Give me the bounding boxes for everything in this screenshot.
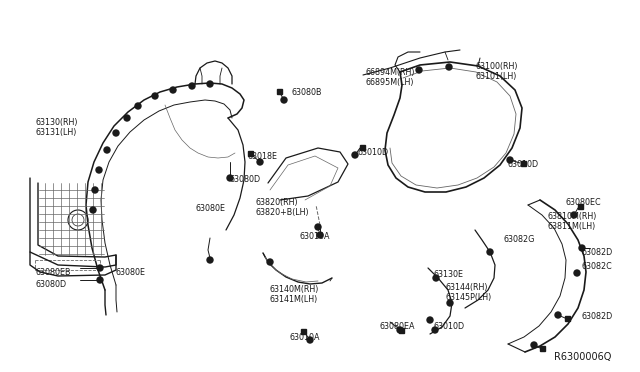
Bar bbox=[564, 315, 570, 321]
Text: 63080EB: 63080EB bbox=[35, 268, 70, 277]
Circle shape bbox=[97, 277, 103, 283]
Text: 63130(RH): 63130(RH) bbox=[35, 118, 77, 127]
Text: 63144(RH): 63144(RH) bbox=[446, 283, 488, 292]
Bar bbox=[540, 346, 545, 350]
Circle shape bbox=[352, 152, 358, 158]
Circle shape bbox=[416, 67, 422, 73]
Text: 63082G: 63082G bbox=[503, 235, 534, 244]
Circle shape bbox=[207, 81, 213, 87]
Text: 63820(RH): 63820(RH) bbox=[255, 198, 298, 207]
Text: 63141M(LH): 63141M(LH) bbox=[270, 295, 318, 304]
Circle shape bbox=[113, 130, 119, 136]
Text: 63145P(LH): 63145P(LH) bbox=[446, 293, 492, 302]
Bar bbox=[276, 89, 282, 93]
Text: R6300006Q: R6300006Q bbox=[554, 352, 611, 362]
Circle shape bbox=[317, 232, 323, 238]
Circle shape bbox=[427, 317, 433, 323]
Text: 63010D: 63010D bbox=[508, 160, 539, 169]
Text: 66895M(LH): 66895M(LH) bbox=[365, 78, 413, 87]
Bar bbox=[360, 144, 365, 150]
Text: 63140M(RH): 63140M(RH) bbox=[270, 285, 319, 294]
Circle shape bbox=[397, 327, 403, 333]
Circle shape bbox=[257, 159, 263, 165]
Text: 63080EA: 63080EA bbox=[380, 322, 415, 331]
Text: 63080EC: 63080EC bbox=[565, 198, 600, 207]
Circle shape bbox=[90, 207, 96, 213]
Circle shape bbox=[579, 245, 585, 251]
Text: 63810M(RH): 63810M(RH) bbox=[548, 212, 597, 221]
Text: 63080D: 63080D bbox=[230, 175, 261, 184]
Text: 63100(RH): 63100(RH) bbox=[476, 62, 518, 71]
Circle shape bbox=[574, 270, 580, 276]
Circle shape bbox=[446, 64, 452, 70]
Text: 63811M(LH): 63811M(LH) bbox=[548, 222, 596, 231]
Circle shape bbox=[507, 157, 513, 163]
Circle shape bbox=[315, 224, 321, 230]
Text: 66894M(RH): 66894M(RH) bbox=[365, 68, 415, 77]
Circle shape bbox=[135, 103, 141, 109]
Circle shape bbox=[433, 275, 439, 281]
Circle shape bbox=[152, 93, 158, 99]
Circle shape bbox=[96, 167, 102, 173]
Text: 63130E: 63130E bbox=[434, 270, 464, 279]
Circle shape bbox=[267, 259, 273, 265]
Text: 63131(LH): 63131(LH) bbox=[35, 128, 76, 137]
Bar bbox=[520, 160, 525, 166]
Text: 63080E: 63080E bbox=[115, 268, 145, 277]
Circle shape bbox=[307, 337, 313, 343]
Circle shape bbox=[227, 175, 233, 181]
Text: 63010A: 63010A bbox=[300, 232, 330, 241]
Text: 63080D: 63080D bbox=[35, 280, 66, 289]
Circle shape bbox=[92, 187, 98, 193]
Text: 63080E: 63080E bbox=[195, 204, 225, 213]
Text: 63082C: 63082C bbox=[582, 262, 612, 271]
Text: 63820+B(LH): 63820+B(LH) bbox=[255, 208, 308, 217]
Text: 63082D: 63082D bbox=[582, 248, 613, 257]
Text: 63101(LH): 63101(LH) bbox=[476, 72, 517, 81]
Circle shape bbox=[124, 115, 130, 121]
Bar bbox=[301, 328, 305, 334]
Circle shape bbox=[447, 300, 453, 306]
Text: 63010D: 63010D bbox=[358, 148, 389, 157]
Bar bbox=[577, 203, 582, 208]
Text: 63010D: 63010D bbox=[433, 322, 464, 331]
Circle shape bbox=[207, 257, 213, 263]
Text: 63010A: 63010A bbox=[290, 333, 321, 342]
Circle shape bbox=[487, 249, 493, 255]
Bar bbox=[399, 327, 403, 333]
Circle shape bbox=[555, 312, 561, 318]
Circle shape bbox=[97, 265, 103, 271]
Text: 63082D: 63082D bbox=[582, 312, 613, 321]
Text: 63018E: 63018E bbox=[248, 152, 278, 161]
Circle shape bbox=[281, 97, 287, 103]
Circle shape bbox=[571, 212, 577, 218]
Circle shape bbox=[531, 342, 537, 348]
Circle shape bbox=[104, 147, 110, 153]
Circle shape bbox=[432, 327, 438, 333]
Circle shape bbox=[189, 83, 195, 89]
Bar bbox=[248, 151, 253, 155]
Text: 63080B: 63080B bbox=[292, 88, 323, 97]
Circle shape bbox=[170, 87, 176, 93]
